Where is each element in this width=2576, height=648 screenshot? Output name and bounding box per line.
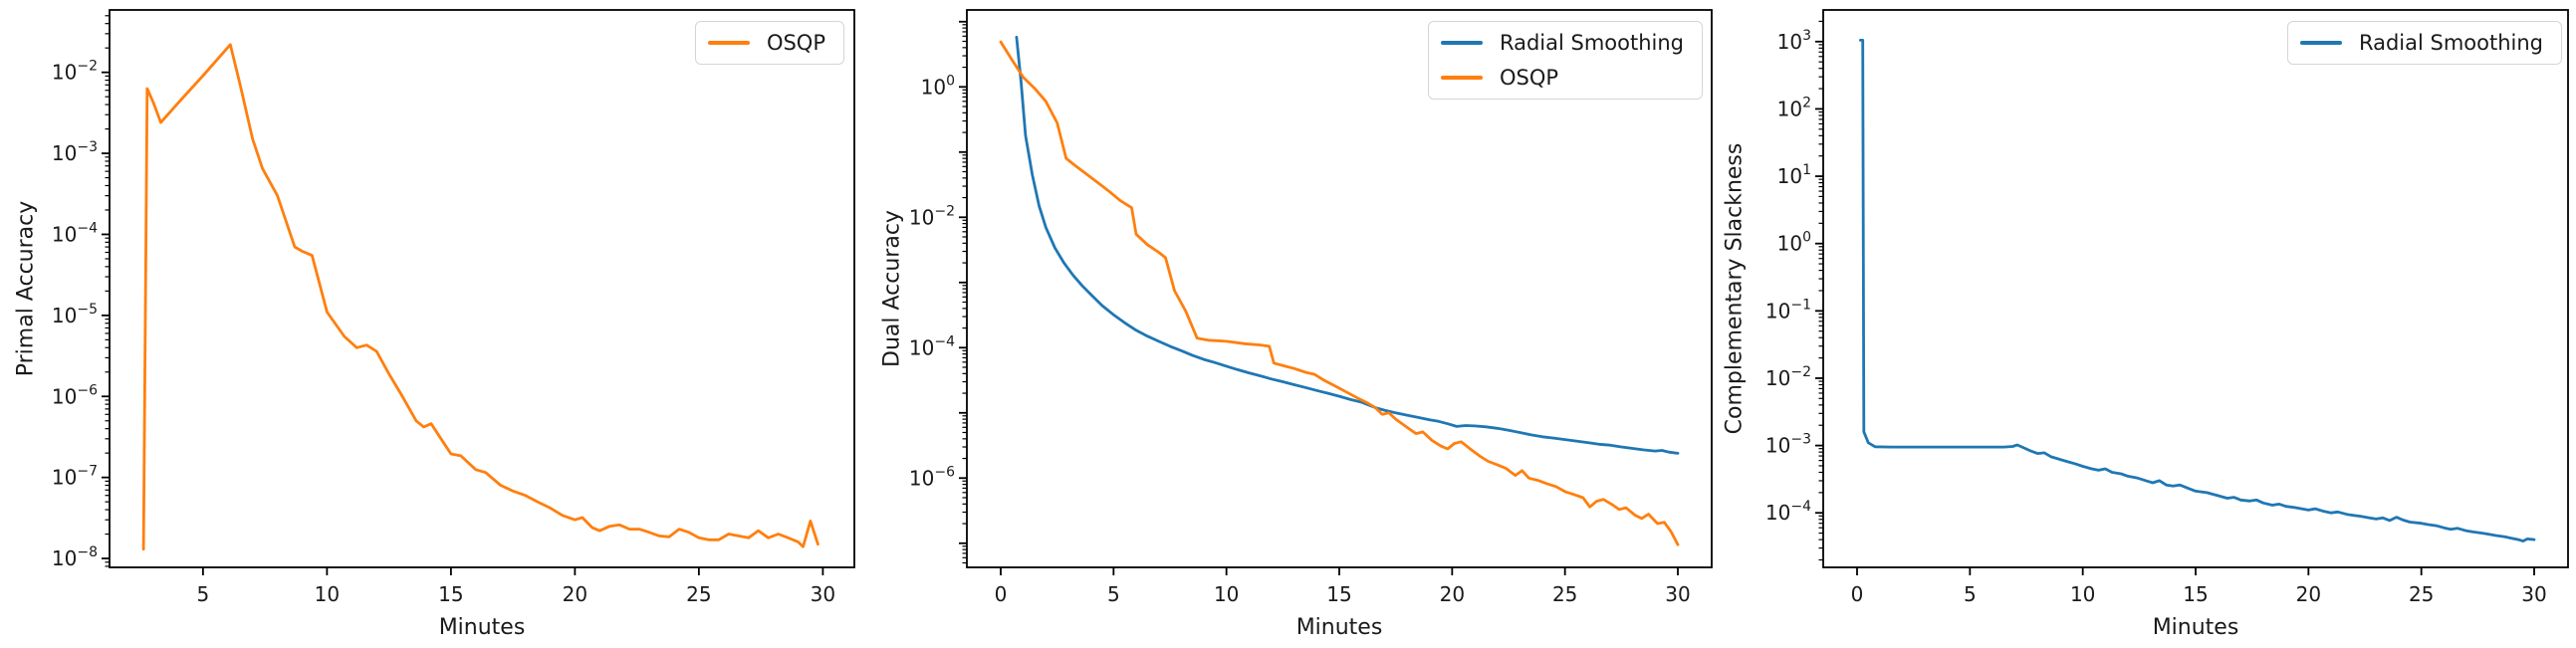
legend-label: Radial Smoothing (2358, 31, 2543, 55)
x-tick-label: 20 (563, 582, 587, 606)
radial-smoothing-line (1858, 39, 2536, 542)
y-tick-label: 103 (1777, 28, 1811, 54)
legend-line-swatch (2299, 41, 2342, 45)
x-tick-label: 0 (995, 582, 1008, 606)
x-axis-ticks: 0 5 10 15 20 25 30 (995, 567, 1691, 606)
legend-label: OSQP (1499, 66, 1559, 90)
y-tick-label: 10−8 (52, 544, 98, 570)
x-tick-label: 10 (2070, 582, 2095, 606)
legend-box: Radial Smoothing OSQP (1427, 21, 1703, 100)
x-tick-label: 0 (1851, 582, 1864, 606)
y-tick-label: 101 (1777, 162, 1811, 188)
y-tick-label: 10−1 (1765, 297, 1811, 323)
x-axis-ticks: 5 10 15 20 25 30 (197, 567, 835, 606)
series-lines (141, 43, 820, 551)
osqp-line (999, 40, 1680, 546)
x-tick-label: 20 (2296, 582, 2321, 606)
y-tick-label: 10−2 (909, 203, 955, 229)
x-tick-label: 5 (1964, 582, 1977, 606)
x-axis-label: Minutes (1295, 615, 1383, 640)
legend-line-swatch (1440, 41, 1483, 45)
osqp-line (141, 43, 820, 551)
x-tick-label: 20 (1440, 582, 1465, 606)
y-tick-label: 10−4 (1765, 499, 1811, 525)
legend-entry: Radial Smoothing (2299, 31, 2543, 55)
y-tick-label: 10−4 (909, 333, 955, 359)
y-axis-label: Primal Accuracy (13, 200, 39, 377)
complementary-slackness-plot-canvas: 0 5 10 15 20 25 30 10−4 10−3 10−2 10−1 100 101 102 103 (1765, 9, 2569, 606)
legend-entry: Radial Smoothing (1440, 31, 1684, 55)
y-tick-label: 10−7 (52, 464, 98, 490)
y-tick-label: 10−4 (52, 220, 98, 246)
x-tick-label: 10 (1214, 582, 1239, 606)
x-tick-label: 15 (438, 582, 463, 606)
x-tick-label: 30 (1665, 582, 1690, 606)
plot-frame (1822, 9, 2569, 568)
x-tick-label: 25 (686, 582, 711, 606)
y-tick-label: 10−3 (52, 139, 98, 165)
x-tick-label: 30 (2521, 582, 2546, 606)
radial-smoothing-line (1015, 35, 1680, 455)
series-lines (1858, 39, 2536, 542)
plot-frame (109, 9, 855, 568)
y-tick-label: 10−2 (52, 59, 98, 85)
x-axis-ticks: 0 5 10 15 20 25 30 (1851, 567, 2547, 606)
primal-accuracy-plot-canvas: 5 10 15 20 25 30 10−8 10−7 10−6 10−5 10−4 10−3 10−2 (52, 9, 855, 606)
x-tick-label: 30 (811, 582, 835, 606)
series-lines (999, 35, 1680, 546)
legend-label: Radial Smoothing (1499, 31, 1684, 55)
y-tick-label: 100 (1777, 230, 1811, 256)
y-tick-label: 10−2 (1765, 364, 1811, 390)
subplot-dual-accuracy: 0 5 10 15 20 25 30 10−6 10−4 10−2 100 Dual Accurac… (858, 0, 1717, 648)
legend-box: Radial Smoothing (2286, 21, 2562, 65)
legend-line-swatch (1440, 76, 1483, 80)
x-axis-label: Minutes (2152, 615, 2239, 640)
y-tick-label: 100 (921, 73, 955, 99)
legend-line-swatch (707, 41, 750, 45)
subplot-primal-accuracy: 5 10 15 20 25 30 10−8 10−7 10−6 10−5 10−4 10−3 10−2 … (0, 0, 858, 648)
y-axis-label: Complementary Slackness (1722, 142, 1748, 435)
y-tick-label: 102 (1777, 95, 1811, 120)
x-axis-label: Minutes (438, 615, 526, 640)
legend-entry: OSQP (1440, 66, 1684, 90)
x-tick-label: 15 (2183, 582, 2208, 606)
y-tick-label: 10−3 (1765, 432, 1811, 458)
y-tick-label: 10−6 (909, 464, 955, 490)
x-tick-label: 15 (1326, 582, 1351, 606)
y-axis-label: Dual Accuracy (879, 210, 905, 367)
legend-entry: OSQP (707, 31, 825, 55)
x-tick-label: 5 (197, 582, 210, 606)
x-tick-label: 5 (1107, 582, 1120, 606)
legend-box: OSQP (694, 21, 844, 65)
y-axis-ticks: 10−8 10−7 10−6 10−5 10−4 10−3 10−2 (52, 15, 110, 570)
y-tick-label: 10−6 (52, 382, 98, 408)
y-tick-label: 10−5 (52, 302, 98, 327)
legend-label: OSQP (766, 31, 825, 55)
x-tick-label: 25 (2409, 582, 2434, 606)
subplot-complementary-slackness: 0 5 10 15 20 25 30 10−4 10−3 10−2 10−1 100 101 102 103… (1717, 0, 2576, 648)
x-tick-label: 10 (315, 582, 340, 606)
x-tick-label: 25 (1552, 582, 1577, 606)
y-axis-ticks: 10−4 10−3 10−2 10−1 100 101 102 103 (1765, 20, 1823, 561)
dual-accuracy-plot-canvas: 0 5 10 15 20 25 30 10−6 10−4 10−2 100 (909, 9, 1713, 606)
y-axis-ticks: 10−6 10−4 10−2 100 (909, 20, 967, 564)
